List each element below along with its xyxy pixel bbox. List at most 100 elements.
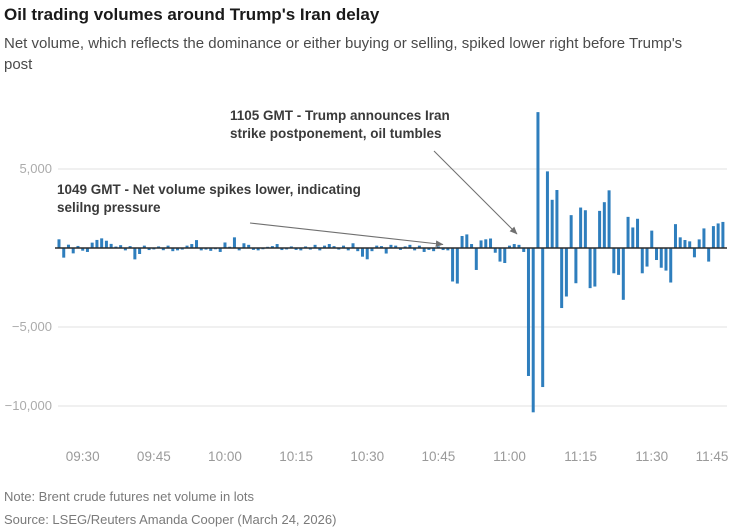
bar-series (57, 112, 725, 413)
bar (612, 248, 616, 274)
bar (62, 248, 66, 258)
bar (460, 235, 464, 248)
bar (185, 245, 189, 248)
bar (342, 245, 346, 248)
bar (389, 244, 393, 248)
x-axis-tick-label: 09:45 (136, 449, 171, 464)
bar (659, 248, 663, 268)
bar (57, 239, 61, 248)
bar (85, 248, 89, 252)
x-axis-tick-label: 10:45 (421, 449, 456, 464)
bar (422, 248, 426, 252)
bar (650, 230, 654, 248)
bar (95, 239, 99, 248)
bar (76, 245, 80, 248)
bar (541, 248, 545, 388)
bar (71, 248, 75, 254)
bar (280, 248, 284, 251)
bar (598, 210, 602, 248)
bar (176, 248, 180, 251)
bar (602, 202, 606, 248)
bar (583, 210, 587, 248)
bar (375, 245, 379, 248)
bar (569, 215, 573, 248)
bar (104, 240, 108, 248)
bar (251, 248, 255, 250)
bar (441, 248, 445, 251)
bar (138, 248, 142, 254)
bar (474, 248, 478, 270)
bar (270, 246, 274, 248)
chart-note: Note: Brent crude futures net volume in … (4, 489, 255, 504)
bar (655, 248, 659, 261)
bar (360, 248, 364, 257)
bar (242, 243, 246, 248)
bar (294, 248, 298, 250)
bar (508, 245, 511, 248)
bar (455, 248, 459, 284)
bar (536, 112, 540, 249)
bar (664, 248, 668, 271)
bar (692, 248, 696, 258)
bar (128, 246, 132, 248)
bar (199, 248, 203, 251)
annotation-1105-gmt: 1105 GMT - Trump announces Iran strike p… (230, 107, 450, 143)
annotation-1105-line2: strike postponement, oil tumbles (230, 126, 442, 141)
bar (133, 248, 137, 260)
bar (346, 248, 350, 251)
bar (617, 248, 621, 275)
bar (621, 248, 625, 300)
bar (465, 234, 469, 248)
bar (550, 199, 554, 248)
y-axis-tick-label: −10,000 (4, 398, 52, 413)
arrow-1049 (249, 222, 444, 247)
bar (489, 238, 493, 248)
bar (707, 248, 711, 262)
bar (721, 221, 725, 248)
bar (645, 248, 649, 267)
bar (564, 248, 568, 297)
bar (147, 248, 151, 251)
bar (223, 242, 227, 248)
annotation-arrows (249, 150, 518, 247)
bar (142, 245, 146, 248)
bar (318, 248, 322, 251)
bar (716, 223, 720, 248)
bar (484, 239, 488, 248)
bar (398, 248, 402, 250)
bar (451, 248, 455, 282)
gridlines (58, 168, 727, 407)
bar (503, 248, 507, 264)
bar (394, 245, 398, 248)
bar (678, 237, 682, 249)
bar (356, 248, 360, 252)
bar (432, 248, 436, 252)
bar (247, 244, 251, 248)
x-axis-tick-label: 10:30 (350, 449, 385, 464)
bar (332, 246, 336, 248)
bar (171, 248, 175, 252)
bar (379, 246, 383, 248)
bar (593, 248, 597, 287)
bar (427, 248, 431, 250)
bar (498, 248, 502, 262)
bar (299, 248, 303, 251)
bar (560, 248, 564, 309)
bar (327, 244, 331, 248)
bar (688, 241, 692, 248)
bar (683, 240, 687, 248)
x-axis-tick-label: 10:00 (208, 449, 242, 464)
bar (237, 248, 241, 251)
x-axis-tick-label: 11:15 (564, 449, 598, 464)
bar (232, 237, 236, 249)
bar (365, 248, 369, 260)
bar (545, 171, 549, 248)
x-axis-tick-label: 10:15 (279, 449, 313, 464)
bar (209, 248, 213, 251)
bar (493, 248, 497, 253)
bar (413, 248, 417, 251)
bar (470, 244, 474, 248)
bar (669, 248, 673, 283)
